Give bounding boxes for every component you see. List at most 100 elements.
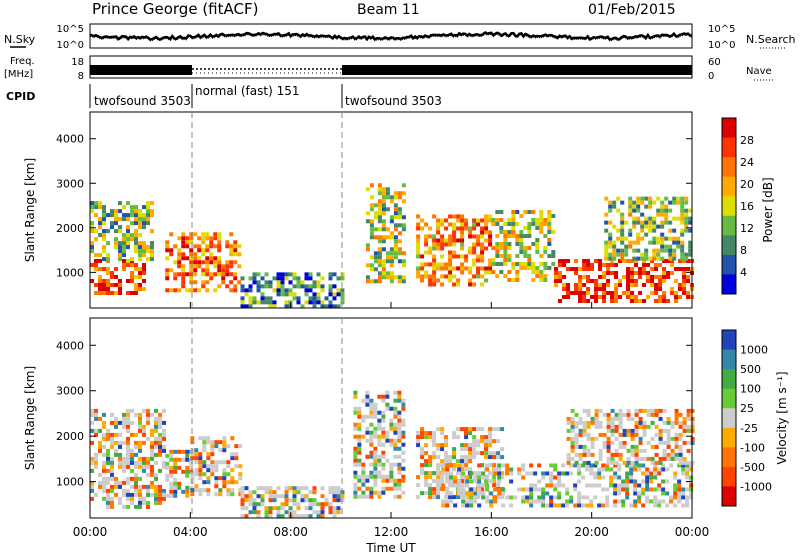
echo-cell	[381, 203, 386, 208]
colorbar-swatch	[722, 369, 736, 390]
echo-cell	[150, 245, 154, 250]
echo-cell	[543, 222, 548, 226]
echo-cell	[126, 496, 130, 501]
echo-cell	[205, 256, 210, 261]
echo-cell	[444, 238, 449, 243]
echo-cell	[660, 256, 665, 261]
echo-cell	[98, 416, 102, 421]
echo-cell	[460, 475, 465, 480]
echo-cell	[328, 486, 333, 491]
echo-cell	[551, 230, 556, 234]
echo-cell	[138, 484, 142, 489]
echo-cell	[373, 434, 378, 439]
echo-cell	[625, 479, 630, 484]
echo-cell	[268, 304, 273, 309]
station-title: Prince George (fitACF)	[92, 0, 258, 18]
echo-cell	[472, 487, 477, 492]
echo-cell	[416, 214, 421, 219]
echo-cell	[640, 212, 645, 217]
echo-cell	[118, 500, 122, 505]
echo-cell	[641, 487, 646, 492]
echo-cell	[574, 444, 579, 449]
echo-cell	[685, 499, 690, 504]
echo-cell	[460, 443, 465, 448]
echo-cell	[240, 490, 245, 495]
echo-cell	[264, 280, 269, 285]
echo-cell	[369, 398, 374, 403]
echo-cell	[678, 412, 683, 417]
echo-cell	[549, 471, 554, 476]
echo-cell	[574, 452, 579, 457]
echo-cell	[401, 191, 406, 196]
echo-cell	[385, 207, 390, 212]
echo-cell	[654, 283, 659, 287]
echo-cell	[668, 248, 673, 253]
echo-cell	[539, 270, 544, 274]
echo-cell	[658, 279, 663, 283]
echo-cell	[646, 263, 651, 267]
echo-cell	[464, 447, 469, 452]
echo-cell	[440, 427, 445, 432]
echo-cell	[102, 217, 106, 222]
echo-cell	[110, 488, 114, 493]
echo-cell	[633, 499, 638, 504]
velocity-colorbar: Velocity [m s⁻¹] 100050010025-25-100-500…	[721, 329, 789, 507]
echo-cell	[444, 451, 449, 456]
echo-cell	[653, 463, 658, 468]
echo-cell	[185, 236, 190, 241]
echo-cell	[535, 250, 540, 254]
echo-cell	[165, 272, 170, 277]
echo-cell	[452, 431, 457, 436]
echo-cell	[102, 291, 106, 295]
echo-cell	[369, 227, 374, 232]
echo-cell	[102, 279, 106, 283]
echo-cell	[94, 263, 98, 267]
echo-cell	[181, 272, 186, 277]
echo-cell	[445, 487, 450, 492]
echo-cell	[312, 292, 317, 297]
echo-cell	[365, 486, 370, 491]
echo-cell	[320, 276, 325, 281]
echo-cell	[189, 236, 194, 241]
echo-cell	[138, 275, 142, 279]
echo-cell	[308, 272, 313, 277]
echo-cell	[678, 432, 683, 437]
echo-cell	[436, 455, 441, 460]
echo-cell	[684, 228, 689, 233]
echo-cell	[622, 275, 627, 279]
echo-cell	[673, 487, 678, 492]
echo-cell	[162, 428, 166, 433]
echo-cell	[98, 201, 102, 206]
echo-cell	[214, 480, 219, 485]
echo-cell	[304, 514, 309, 519]
echo-cell	[472, 451, 477, 456]
echo-cell	[248, 288, 253, 293]
echo-cell	[424, 443, 429, 448]
echo-cell	[292, 276, 297, 281]
echo-cell	[521, 495, 526, 500]
echo-cell	[312, 486, 317, 491]
echo-cell	[332, 486, 337, 491]
echo-cell	[420, 254, 425, 259]
noise-right-tick-bottom: 10^0	[708, 40, 735, 51]
echo-cell	[650, 259, 655, 263]
echo-cell	[484, 270, 489, 275]
echo-cell	[685, 471, 690, 476]
echo-cell	[122, 504, 126, 509]
echo-cell	[202, 488, 207, 493]
echo-cell	[264, 514, 269, 519]
echo-cell	[632, 200, 637, 205]
echo-cell	[488, 266, 493, 271]
echo-cell	[110, 225, 114, 230]
echo-cell	[416, 431, 421, 436]
echo-cell	[292, 514, 297, 519]
echo-cell	[94, 428, 98, 433]
echo-cell	[529, 503, 534, 508]
echo-cell	[666, 456, 671, 461]
echo-cell	[503, 238, 508, 242]
echo-cell	[205, 264, 210, 269]
echo-cell	[666, 259, 671, 263]
echo-cell	[541, 471, 546, 476]
echo-cell	[210, 452, 215, 457]
echo-cell	[130, 205, 134, 210]
